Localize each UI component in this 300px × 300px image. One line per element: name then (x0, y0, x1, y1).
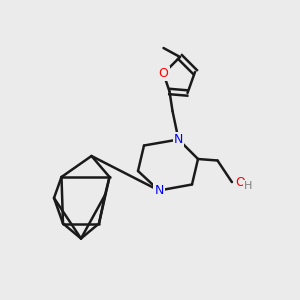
Text: O: O (159, 67, 168, 80)
Text: O: O (236, 176, 245, 190)
Text: N: N (174, 133, 183, 146)
Text: N: N (154, 184, 164, 197)
Text: H: H (244, 181, 253, 191)
